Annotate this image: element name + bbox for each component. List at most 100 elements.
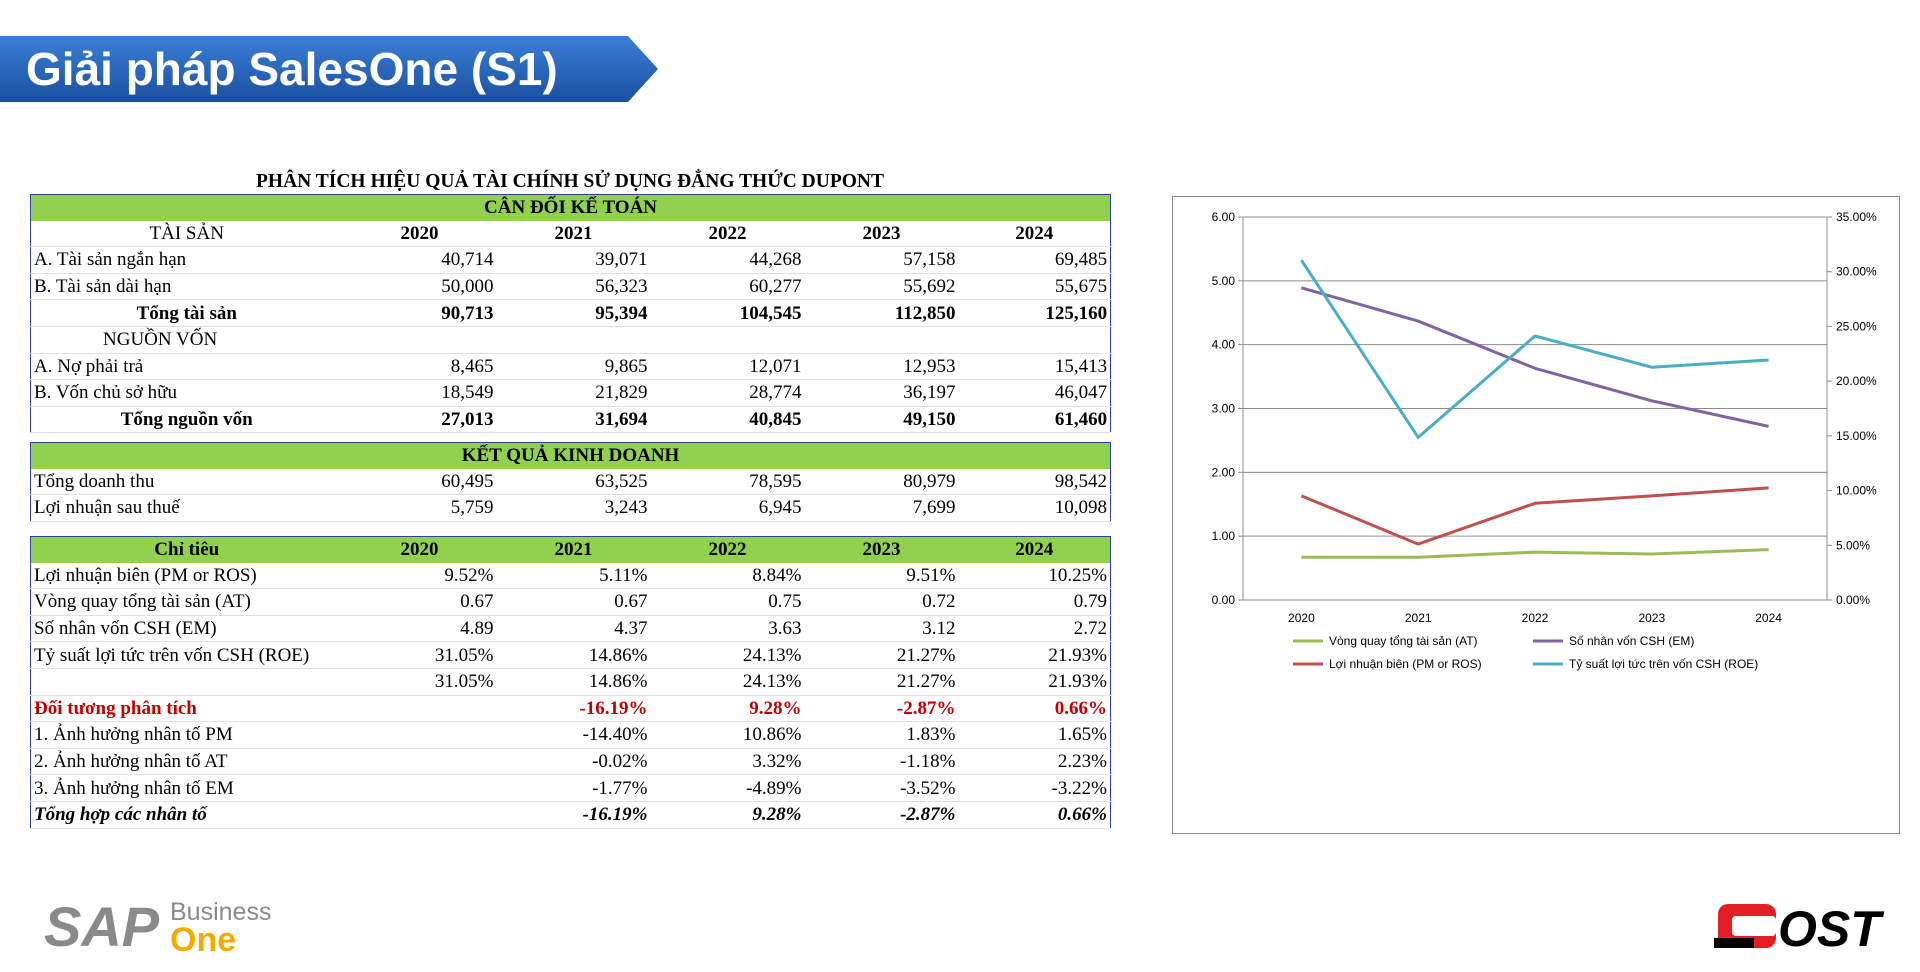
right-tick-label: 5.00% [1836, 538, 1870, 552]
row-value: 55,692 [804, 273, 959, 301]
row-value: 15,413 [958, 353, 1111, 381]
income-table: KẾT QUẢ KINH DOANH Tổng doanh thu 60,495 63… [30, 442, 1112, 522]
row-value: 0.72 [804, 588, 959, 616]
row-value: 39,071 [496, 246, 651, 274]
row-value: 3.12 [804, 615, 959, 643]
left-tick-label: 1.00 [1212, 529, 1236, 543]
balance-year-header: TÀI SẢN 2020 2021 2022 2023 2024 [30, 220, 1111, 248]
row-value: 63,525 [496, 468, 651, 496]
left-tick-label: 3.00 [1212, 402, 1236, 416]
row-value: 8.84% [650, 562, 805, 590]
row-label: 1. Ảnh hưởng nhân tố PM [30, 721, 343, 749]
table-row: Số nhân vốn CSH (EM) 4.89 4.37 3.63 3.12 2.72 [30, 615, 1111, 643]
year-header: 2021 [496, 220, 651, 248]
row-value: 36,197 [804, 379, 959, 407]
table-row: 3. Ảnh hưởng nhân tố EM -1.77% -4.89% -3.52… [30, 774, 1111, 802]
table-row: 1. Ảnh hưởng nhân tố PM -14.40% 10.86% 1.83… [30, 721, 1111, 749]
row-value: 0.79 [958, 588, 1111, 616]
x-tick-label: 2020 [1288, 611, 1315, 625]
row-value: 78,595 [650, 468, 805, 496]
right-tick-label: 10.00% [1836, 484, 1877, 498]
row-label: Tổng tài sản [30, 299, 343, 327]
x-tick-label: 2024 [1755, 611, 1782, 625]
right-tick-label: 25.00% [1836, 319, 1877, 333]
row-value: 9,865 [496, 353, 651, 381]
row-value: 31.05% [342, 641, 497, 669]
row-value [650, 326, 805, 354]
row-value: 9.51% [804, 562, 959, 590]
series-line [1300, 286, 1769, 428]
row-label: B. Vốn chủ sở hữu [30, 379, 343, 407]
chart-svg: 0.00 1.00 2.00 3.00 4.00 5.00 6.00 0.00% 5.00% 10… [1212, 210, 1877, 671]
row-value: -0.02% [496, 748, 651, 776]
ratios-header: Chỉ tiêu 2020 2021 2022 2023 2024 [30, 536, 1111, 563]
year-header: 2022 [650, 536, 805, 563]
table-row: Tổng nguồn vốn 27,013 31,694 40,845 49,150 61… [30, 406, 1111, 434]
one-logo-text: One [170, 921, 236, 956]
ost-logo-icon: OST [1714, 901, 1885, 957]
row-value: -1.77% [496, 774, 651, 802]
table-row: A. Nợ phải trả 8,465 9,865 12,071 12,953 15,4… [30, 353, 1111, 381]
row-value: -3.22% [958, 774, 1111, 802]
row-value: -2.87% [804, 801, 959, 829]
table-row: B. Tài sản dài hạn 50,000 56,323 60,277 55,6… [30, 273, 1111, 301]
row-value: 10,098 [958, 494, 1111, 522]
row-value: -3.52% [804, 774, 959, 802]
year-header: 2024 [958, 220, 1111, 248]
row-value: 21.27% [804, 668, 959, 696]
row-value: 3.32% [650, 748, 805, 776]
row-value: 98,542 [958, 468, 1111, 496]
table-row: B. Vốn chủ sở hữu 18,549 21,829 28,774 36,19… [30, 379, 1111, 407]
series-line [1300, 259, 1769, 439]
title-banner: Giải pháp SalesOne (S1) [0, 36, 660, 102]
row-value: 95,394 [496, 299, 651, 327]
row-value: 80,979 [804, 468, 959, 496]
left-tick-label: 6.00 [1212, 210, 1236, 224]
row-value: 55,675 [958, 273, 1111, 301]
series-line [1301, 548, 1769, 559]
row-value: 0.67 [496, 588, 651, 616]
row-value: -1.18% [804, 748, 959, 776]
row-value: 50,000 [342, 273, 497, 301]
sap-business-one-logo: SAP Business One [44, 895, 284, 961]
row-label: Tổng doanh thu [30, 468, 343, 496]
row-value: 7,699 [804, 494, 959, 522]
table-row: 2. Ảnh hưởng nhân tố AT -0.02% 3.32% -1.18%… [30, 748, 1111, 776]
row-value: 46,047 [958, 379, 1111, 407]
row-label: A. Tài sản ngắn hạn [30, 246, 343, 274]
row-value: 28,774 [650, 379, 805, 407]
row-label: A. Nợ phải trả [30, 353, 343, 381]
row-value: -14.40% [496, 721, 651, 749]
row-value: 69,485 [958, 246, 1111, 274]
row-label: Tỷ suất lợi tức trên vốn CSH (ROE) [30, 641, 343, 669]
page-title: Giải pháp SalesOne (S1) [26, 43, 558, 95]
row-label: B. Tài sản dài hạn [30, 273, 343, 301]
row-value: 27,013 [342, 406, 497, 434]
row-value [804, 326, 959, 354]
right-tick-label: 35.00% [1836, 210, 1877, 224]
row-value: 57,158 [804, 246, 959, 274]
table-row: Vòng quay tổng tài sản (AT) 0.67 0.67 0.75 0… [30, 588, 1111, 616]
business-logo-text: Business [170, 898, 271, 926]
ratios-table: Chỉ tiêu 2020 2021 2022 2023 2024 Lợi nhuận bi… [30, 536, 1111, 829]
year-header: 2024 [958, 536, 1111, 563]
row-value: 10.86% [650, 721, 805, 749]
row-label: Vòng quay tổng tài sản (AT) [30, 588, 343, 616]
row-value: 3.63 [650, 615, 805, 643]
row-value: -2.87% [804, 695, 959, 723]
row-value: 10.25% [958, 562, 1111, 590]
row-value [958, 326, 1111, 354]
year-header: 2021 [496, 536, 651, 563]
row-label: Lợi nhuận biên (PM or ROS) [30, 562, 343, 590]
year-header: 2020 [342, 220, 497, 248]
ost-logo: OST [1714, 901, 1894, 959]
row-value [342, 326, 497, 354]
x-tick-label: 2022 [1522, 611, 1549, 625]
row-value: 9.28% [650, 695, 805, 723]
ratios-header-label: Chỉ tiêu [30, 536, 343, 563]
row-value [496, 326, 651, 354]
section-title-balance: CÂN ĐỐI KẾ TOÁN [30, 194, 1111, 221]
row-value: 40,714 [342, 246, 497, 274]
row-value: 8,465 [342, 353, 497, 381]
row-value: 0.67 [342, 588, 497, 616]
